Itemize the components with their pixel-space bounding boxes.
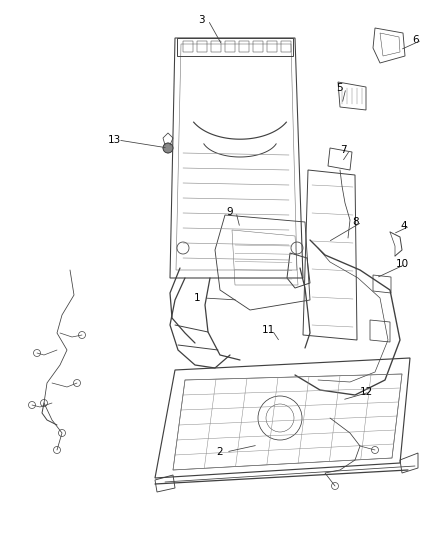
Text: 1: 1 <box>194 293 201 303</box>
Text: 13: 13 <box>108 135 121 145</box>
Text: 7: 7 <box>340 145 346 155</box>
Text: 9: 9 <box>226 207 233 217</box>
Text: 6: 6 <box>412 35 419 45</box>
Text: 10: 10 <box>396 259 409 269</box>
Text: 8: 8 <box>352 217 359 227</box>
Text: 5: 5 <box>336 83 343 93</box>
Circle shape <box>163 143 173 153</box>
Text: 12: 12 <box>360 387 373 397</box>
Text: 4: 4 <box>400 221 406 231</box>
Text: 2: 2 <box>216 447 223 457</box>
Text: 11: 11 <box>262 325 275 335</box>
Text: 3: 3 <box>198 15 205 25</box>
